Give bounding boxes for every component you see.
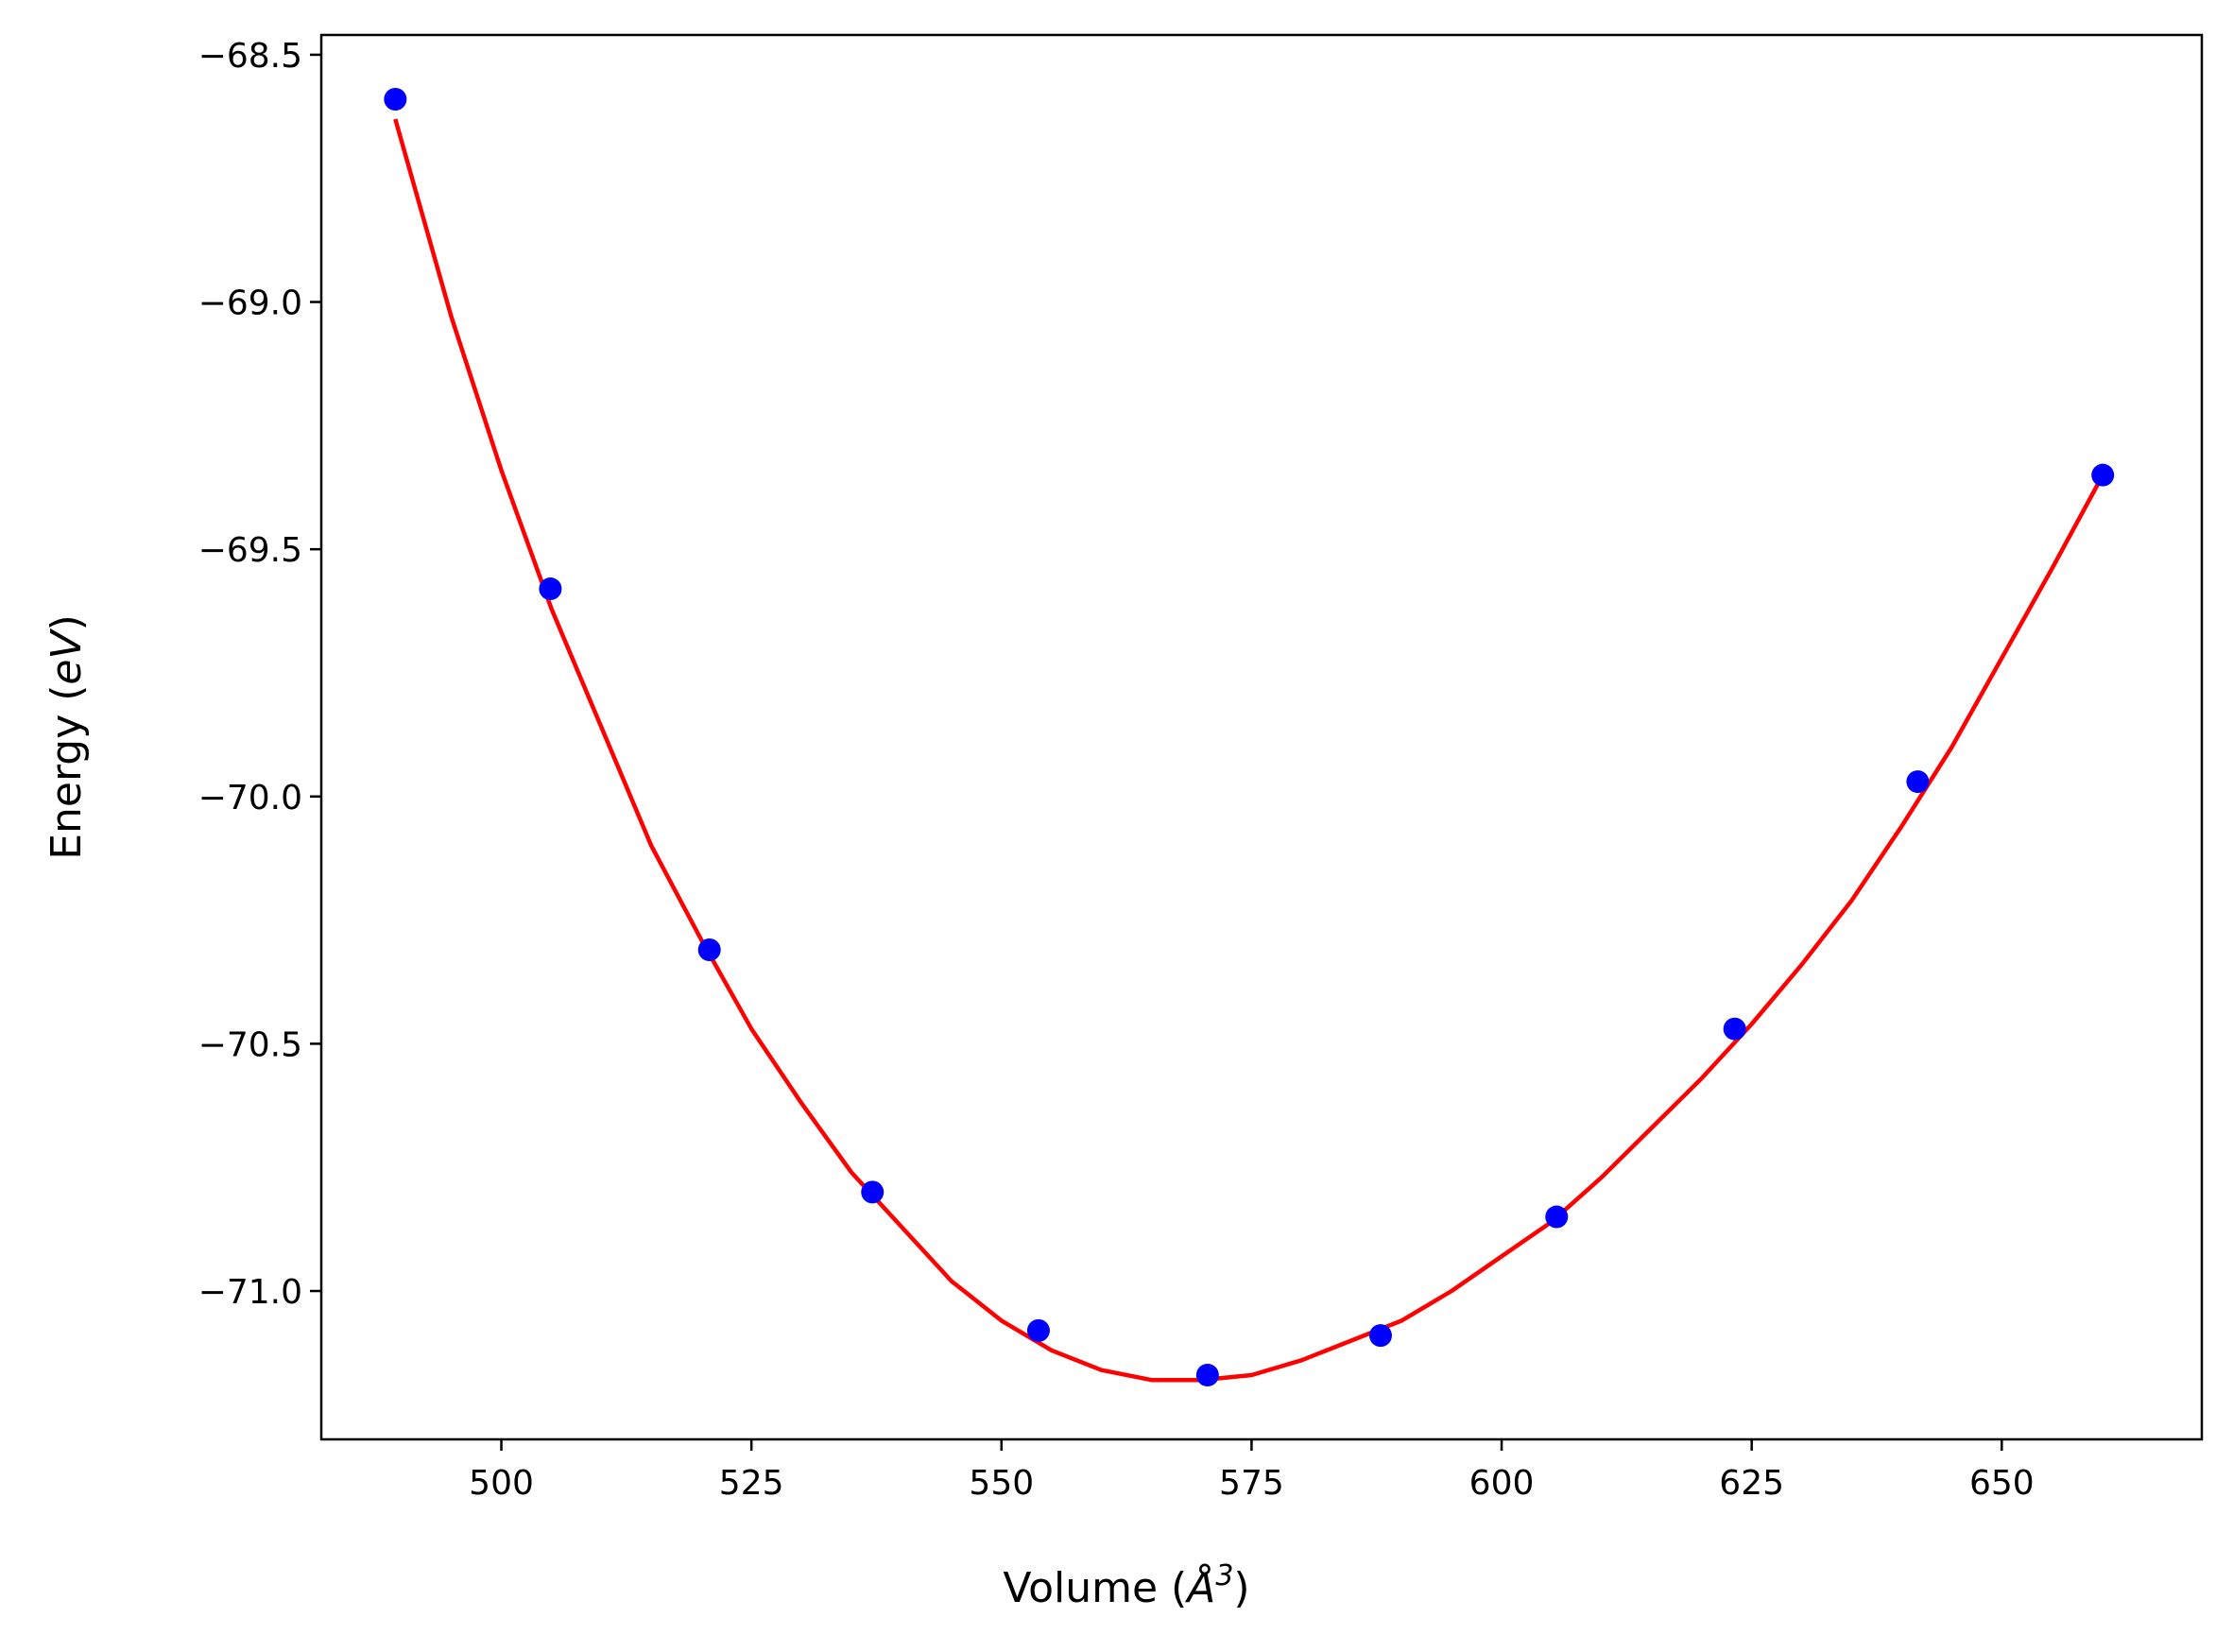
y-tick-label: −69.0 [198,284,302,323]
x-tick-label: 650 [1969,1464,2035,1503]
y-tick-label: −68.5 [198,37,302,76]
data-point [861,1180,885,1204]
x-axis-label: Volume (Å3) [1003,1559,1249,1612]
x-tick-label: 500 [469,1464,534,1503]
plot-area [384,88,2115,1386]
y-axis-ticks: −68.5 −69.0 −69.5 −70.0 −70.5 −71.0 [198,37,321,1312]
x-axis-unit-base: Å [1184,1562,1215,1612]
x-tick-label: 575 [1219,1464,1284,1503]
data-point [1368,1324,1392,1348]
y-tick-label: −70.5 [198,1025,302,1064]
y-tick-label: −70.0 [198,779,302,817]
y-axis-unit: eV [43,628,91,685]
data-point [697,938,721,961]
axes-frame [319,33,2204,1441]
x-axis-ticks: 500 525 550 575 600 625 650 [469,1439,2035,1503]
data-point [384,88,407,112]
data-point [2091,463,2115,487]
fit-curve [393,118,2105,1383]
y-tick-label: −71.0 [198,1273,302,1312]
x-tick-label: 625 [1719,1464,1784,1503]
x-axis-unit-superscript: 3 [1215,1559,1233,1592]
data-point [1723,1017,1746,1041]
x-tick-label: 550 [969,1464,1034,1503]
data-point [1545,1205,1569,1229]
x-tick-label: 525 [719,1464,784,1503]
y-tick-label: −69.5 [198,531,302,570]
data-point [539,577,562,601]
y-axis-label-text: Energy ( [43,685,91,860]
x-axis-label-text: Volume ( [1003,1564,1187,1612]
y-axis-label-close: ) [43,614,91,630]
data-point [1906,770,1930,794]
y-axis-label: Energy (eV) [43,614,91,860]
data-point [1026,1318,1050,1342]
data-point [1195,1363,1219,1386]
x-axis-label-close: ) [1233,1564,1249,1612]
x-tick-label: 600 [1469,1464,1535,1503]
